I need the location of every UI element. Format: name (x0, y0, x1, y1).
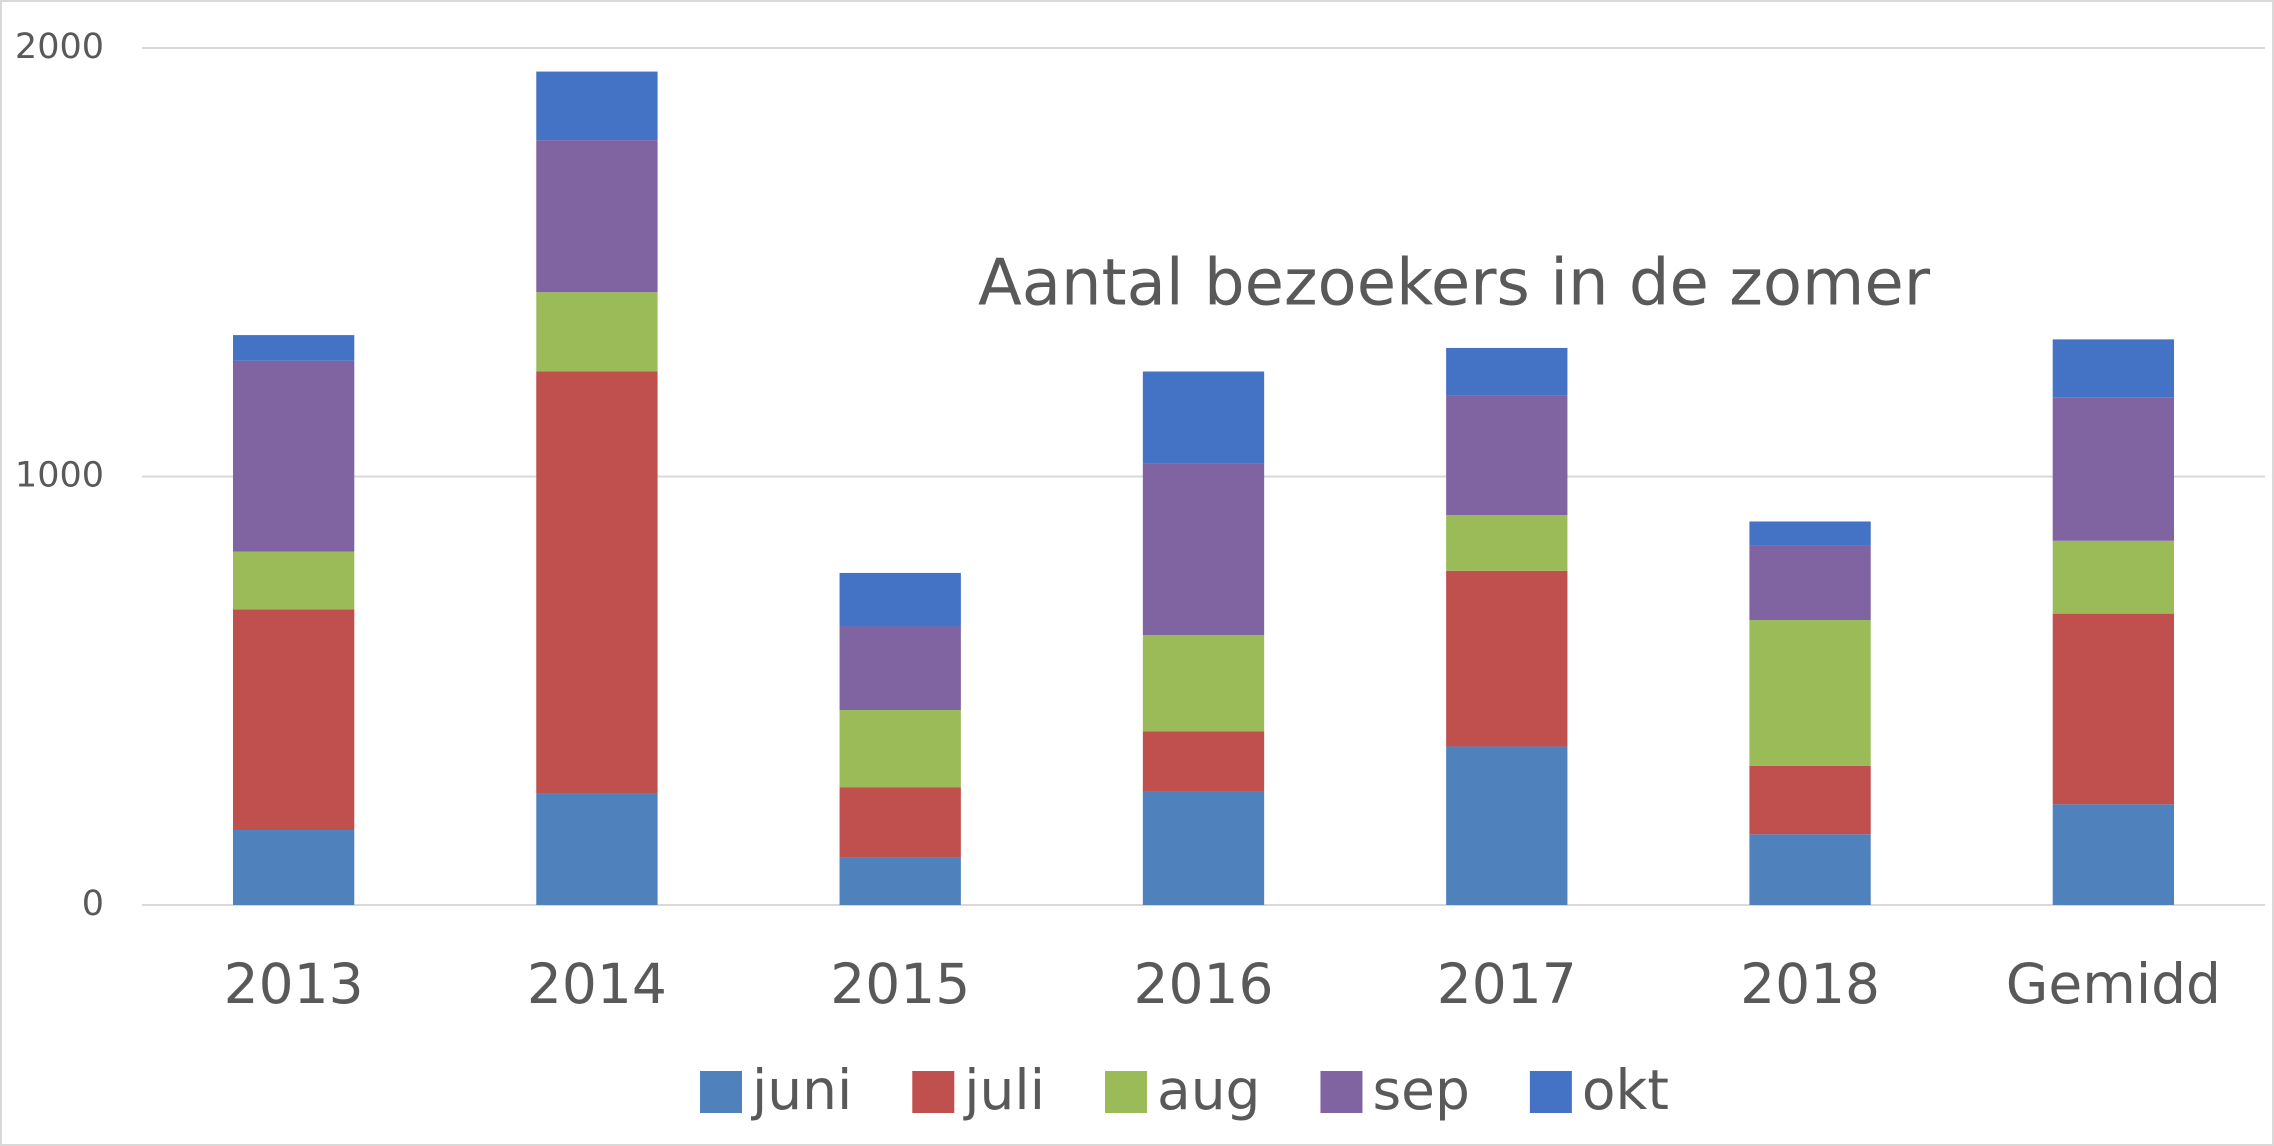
bar-segment (536, 371, 658, 794)
bar-segment (232, 830, 355, 905)
bar-segment (1142, 635, 1265, 732)
bar-segment (536, 71, 658, 141)
bar-segment (839, 710, 961, 788)
legend-swatch (912, 1071, 955, 1113)
bar-segment (536, 140, 658, 293)
bar-segment (2052, 397, 2175, 541)
bar-segment (536, 793, 658, 905)
legend-swatch (700, 1071, 742, 1113)
bar-segment (1446, 746, 1568, 905)
chart-title: Aantal bezoekers in de zomer (978, 247, 1931, 321)
bar-segment (2052, 339, 2175, 398)
bar-segment (2052, 613, 2175, 805)
bar-segment (1142, 731, 1265, 792)
bar-segment (536, 292, 658, 372)
x-tick-label: 2018 (1740, 952, 1880, 1016)
bar-segment (1446, 395, 1568, 516)
bar-segment (1749, 545, 1871, 621)
bar-segment (1142, 371, 1265, 464)
x-tick-label: 2014 (527, 952, 667, 1016)
bar-segment (1446, 515, 1568, 571)
bar-segment (839, 572, 961, 627)
x-tick-label: 2017 (1437, 952, 1577, 1016)
legend-label: okt (1582, 1058, 1669, 1122)
x-tick-label: 2015 (830, 952, 970, 1016)
legend: juni juli aug sep okt (700, 1058, 1669, 1122)
bar-segment (232, 335, 355, 361)
bar-segment (232, 551, 355, 610)
x-tick-label: 2016 (1134, 952, 1274, 1016)
x-tick-label: Gemidd (2006, 952, 2221, 1016)
grid: 0 1000 2000 (15, 27, 2265, 924)
bars: 2013 2014 2015 2016 2017 2018 Gemidd (224, 71, 2221, 1016)
y-tick-label: 2000 (15, 27, 104, 67)
legend-label: sep (1372, 1058, 1469, 1122)
bar-segment (839, 626, 961, 711)
bar-segment (1446, 347, 1568, 396)
bar-segment (2052, 540, 2175, 614)
x-tick-label: 2013 (224, 952, 364, 1016)
bar-segment (1749, 620, 1871, 766)
legend-swatch (1529, 1071, 1572, 1113)
y-tick-label: 1000 (15, 456, 104, 496)
legend-label: aug (1157, 1058, 1260, 1122)
legend-swatch (1104, 1071, 1147, 1113)
bar-segment (1142, 791, 1265, 905)
bar-segment (1749, 521, 1871, 546)
bar-segment (2052, 804, 2175, 905)
bar-segment (232, 360, 355, 552)
y-tick-label: 0 (82, 884, 104, 924)
bar-segment (1749, 765, 1871, 835)
legend-swatch (1320, 1071, 1363, 1113)
bar-segment (1142, 463, 1265, 636)
bar-segment (839, 787, 961, 858)
bar-segment (839, 857, 961, 905)
bar-segment (1446, 570, 1568, 747)
bar-segment (1749, 834, 1871, 905)
bar-segment (232, 609, 355, 831)
legend-label: juli (963, 1058, 1045, 1122)
legend-label: juni (751, 1058, 852, 1122)
